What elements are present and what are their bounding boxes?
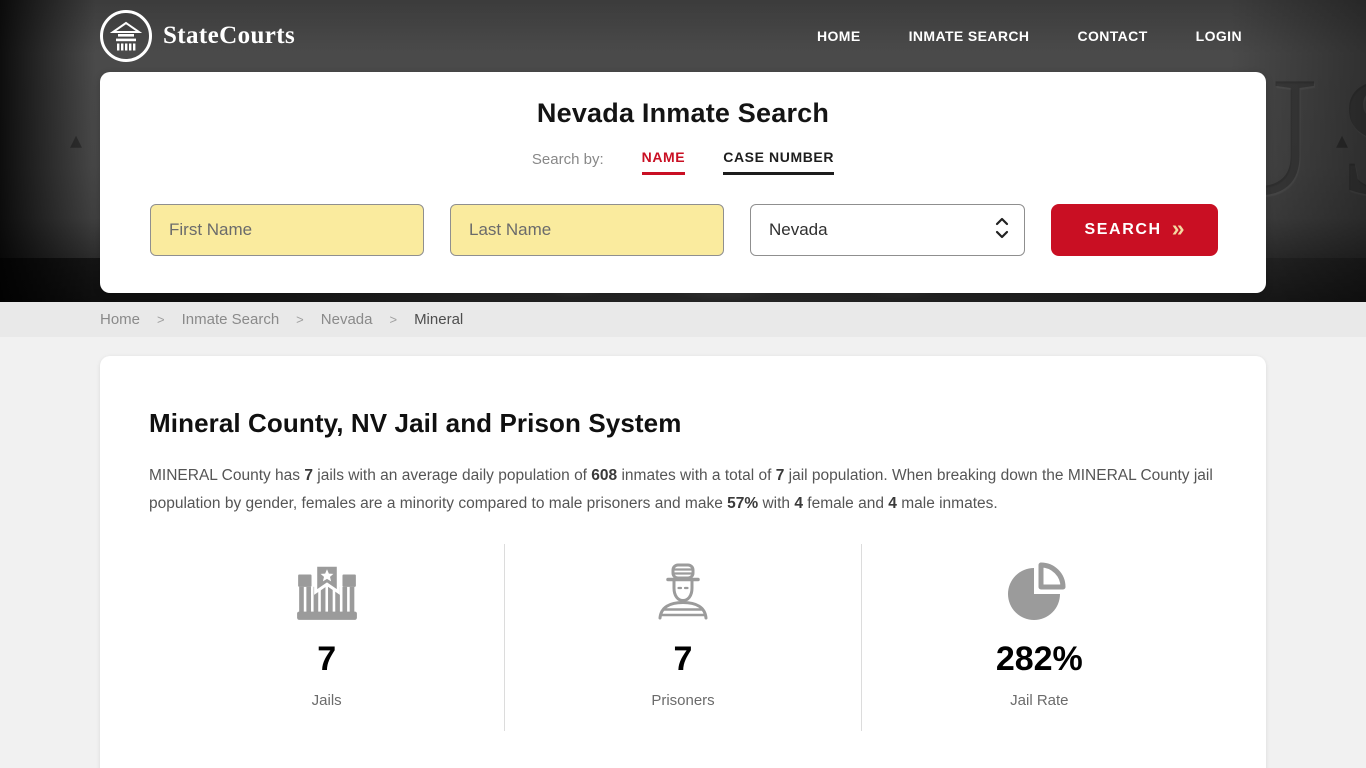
breadcrumb-separator-icon: > [296,312,304,327]
search-card-title: Nevada Inmate Search [536,98,830,128]
last-name-input[interactable] [450,204,724,256]
page-title: Mineral County, NV Jail and Prison Syste… [149,408,682,438]
search-by-label: Search by: [531,151,604,168]
search-button-label: SEARCH [1084,221,1162,238]
hero-ornament-left: ▴ [70,127,83,154]
breadcrumb-separator-icon: > [157,312,165,327]
county-stats-row: 7 Jails 7 Prisoners [149,544,1217,731]
nav-item-home[interactable]: HOME [817,28,861,44]
brand-name: StateCourts [163,22,296,49]
select-updown-chevron-icon [994,215,1010,246]
stat-jail-rate-value: 282% [995,640,1083,678]
state-select[interactable]: Nevada [750,204,1025,256]
double-chevron-right-icon: » [1171,215,1185,241]
search-form: Nevada SEARCH » [150,204,1218,256]
courthouse-logo-icon [100,10,152,62]
prisoner-icon [505,556,860,624]
breadcrumb-current-mineral: Mineral [414,311,464,328]
brand-logo[interactable]: StateCourts [100,10,295,62]
stat-jail-rate: 282% Jail Rate [860,544,1217,731]
breadcrumb-nevada[interactable]: Nevada [320,311,373,328]
stat-jails-value: 7 [317,640,337,678]
stat-jail-rate-label: Jail Rate [1010,692,1069,709]
search-button[interactable]: SEARCH » [1051,204,1218,256]
main-nav: HOME INMATE SEARCH CONTACT LOGIN [817,28,1242,44]
state-select-value: Nevada [769,220,828,239]
nav-item-login[interactable]: LOGIN [1195,28,1242,44]
stat-prisoners-label: Prisoners [651,692,715,709]
breadcrumb: Home > Inmate Search > Nevada > Mineral [0,302,1366,337]
tab-search-by-name[interactable]: NAME [641,149,686,175]
first-name-input[interactable] [150,204,424,256]
hero-header: COURT▴HOUSE ▴ ▴ StateCourts HOME [0,0,1366,302]
top-navigation-bar: StateCourts HOME INMATE SEARCH CONTACT L… [0,0,1366,72]
jail-building-icon [149,556,504,624]
county-summary-paragraph: MINERAL County has 7 jails with an avera… [149,467,1213,512]
hero-ornament-right: ▴ [1336,127,1349,154]
stat-prisoners-value: 7 [673,640,693,678]
breadcrumb-inmate-search[interactable]: Inmate Search [181,311,280,328]
stat-prisoners: 7 Prisoners [504,544,860,731]
nav-item-contact[interactable]: CONTACT [1077,28,1148,44]
breadcrumb-home[interactable]: Home [100,311,141,328]
nav-item-inmate-search[interactable]: INMATE SEARCH [908,28,1030,44]
search-by-row: Search by: NAME CASE NUMBER [100,149,1266,175]
pie-chart-icon [862,556,1217,624]
stat-jails: 7 Jails [149,544,504,731]
breadcrumb-separator-icon: > [389,312,398,327]
county-content-card: Mineral County, NV Jail and Prison Syste… [100,356,1266,768]
stat-jails-label: Jails [311,692,342,709]
tab-search-by-case-number[interactable]: CASE NUMBER [723,149,835,175]
inmate-search-card: Nevada Inmate Search Search by: NAME CAS… [100,72,1266,293]
